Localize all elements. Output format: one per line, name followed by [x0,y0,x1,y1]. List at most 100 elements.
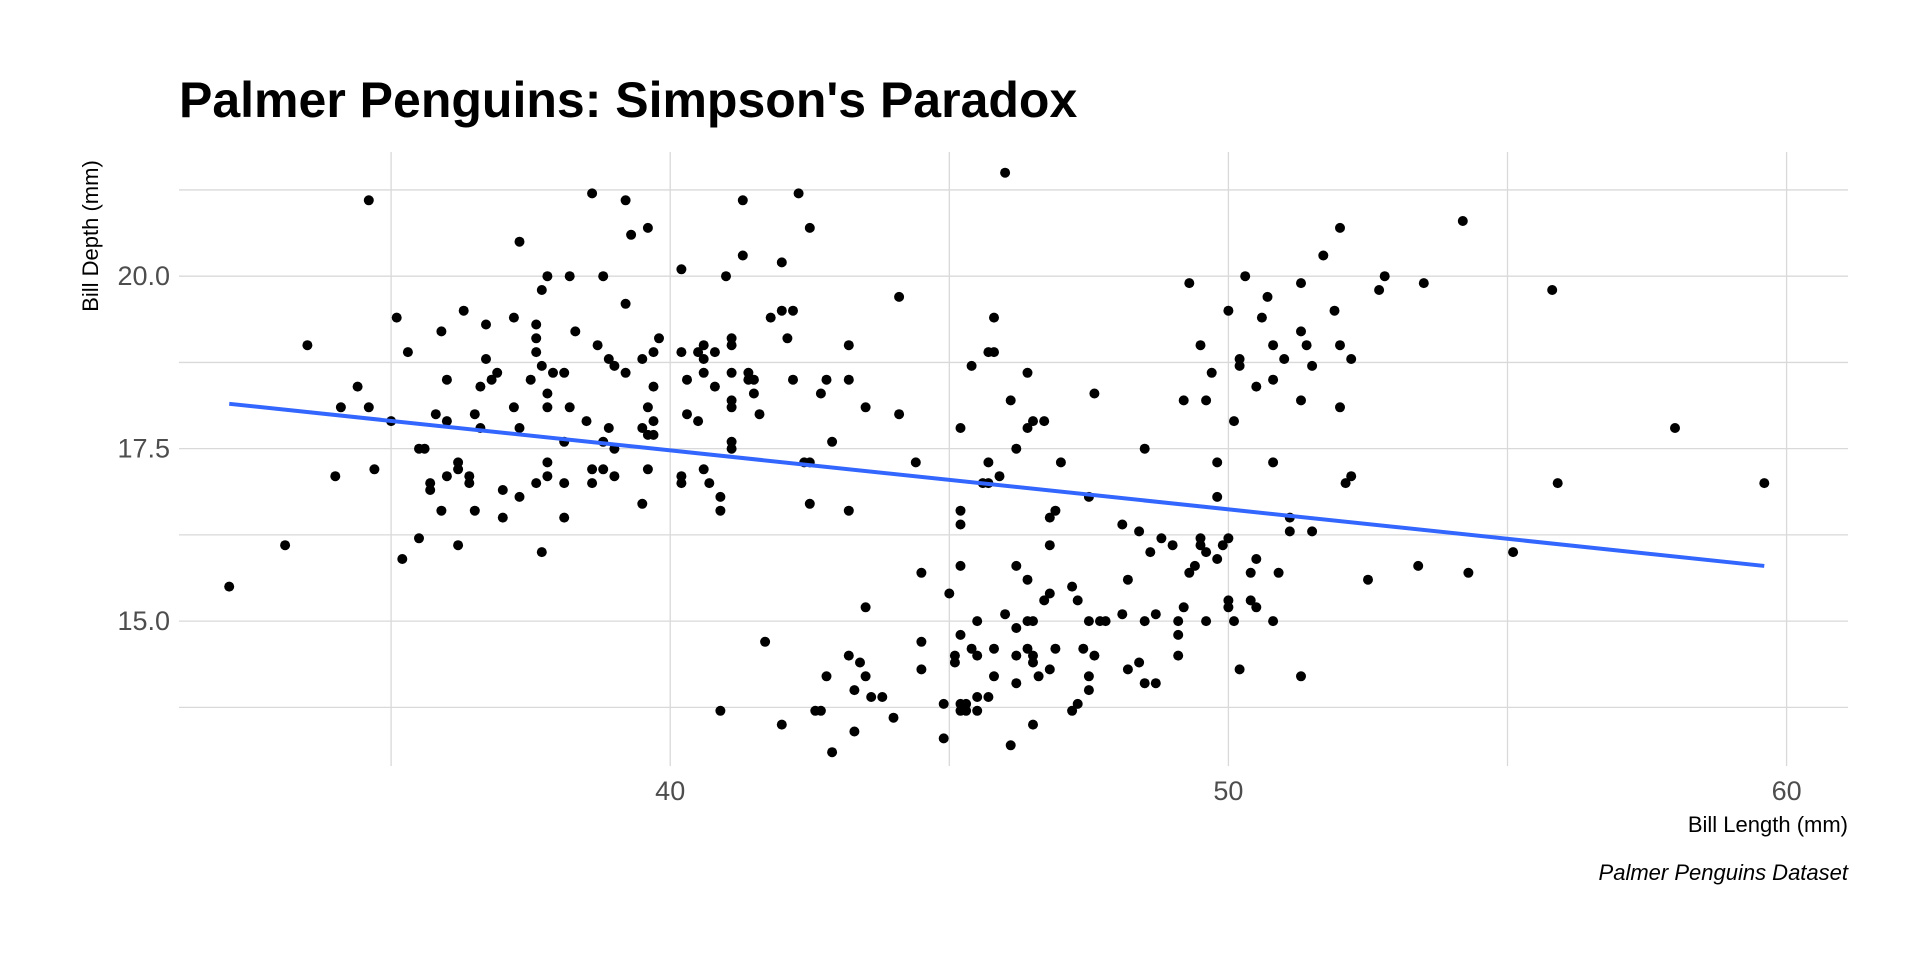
data-point [654,333,664,344]
data-point [441,471,452,482]
data-point [1150,609,1161,620]
data-point [821,374,832,385]
data-point [693,347,704,358]
data-point [525,374,536,385]
data-point [1296,326,1306,337]
y-tick-label: 17.5 [117,434,170,464]
data-point [726,367,737,378]
data-point [464,478,475,489]
data-point [620,298,631,309]
data-point [1022,574,1033,585]
data-point [564,402,575,413]
data-point [1028,719,1038,730]
data-point [849,685,860,696]
data-point [843,340,854,351]
data-point [1234,664,1245,675]
data-point [938,698,949,709]
data-point [894,409,905,420]
data-point [1223,602,1234,613]
data-point [916,664,927,675]
data-point [1256,312,1267,323]
data-point [1268,616,1279,627]
data-point [1318,250,1329,261]
data-point [1335,402,1345,413]
data-point [1117,609,1128,620]
data-point [843,374,854,385]
data-point [955,629,966,640]
data-point [587,188,598,199]
data-point [609,360,620,371]
data-point [1457,216,1468,226]
data-point [564,271,575,282]
data-point [961,698,972,709]
data-point [1139,616,1150,627]
data-point [1167,540,1178,551]
data-point [430,409,441,420]
data-point [1262,291,1273,302]
data-point [542,471,553,482]
data-point [955,519,966,530]
data-point [592,340,603,351]
data-point [709,347,720,358]
data-point [866,692,877,702]
data-point [1418,278,1429,289]
data-point [1139,678,1150,689]
data-point [1089,388,1100,399]
data-point [1039,595,1050,606]
data-point [704,478,715,489]
data-point [1223,533,1234,544]
data-point [1201,547,1212,558]
data-point [481,354,491,364]
data-point [726,443,737,454]
data-point [726,395,737,406]
data-point [1028,416,1038,427]
data-point [1134,526,1145,537]
data-point [989,643,999,654]
data-point [1067,581,1078,592]
data-point [648,429,659,440]
data-point [542,271,553,282]
data-point [441,374,452,385]
data-point [748,388,759,399]
data-point [648,381,659,392]
data-point [843,650,854,661]
data-point [1139,443,1150,454]
trend-line [229,401,1765,568]
data-point [531,319,542,330]
data-point [536,285,547,295]
data-point [330,471,341,482]
data-point [453,457,464,468]
data-point [754,409,765,420]
data-point [966,643,977,654]
data-point [441,416,452,427]
data-point [1022,423,1033,433]
data-point [955,560,966,571]
data-point [682,409,692,420]
data-point [637,354,648,364]
data-point [827,747,838,758]
data-point [1067,705,1078,716]
data-point [570,326,581,337]
x-axis-ticks: 40 50 60 [655,776,1801,806]
data-point [765,312,776,323]
data-point [425,485,436,495]
data-point [1178,395,1189,406]
data-point [793,188,804,199]
data-point [1134,657,1145,668]
data-point [1296,278,1306,289]
data-point [1307,360,1318,371]
data-point [804,222,815,233]
data-point [492,367,503,378]
x-tick-label: 60 [1772,776,1802,806]
data-point [972,705,983,716]
data-point [1044,540,1055,551]
data-point [352,381,363,392]
data-point [1011,443,1022,454]
data-point [994,471,1005,482]
data-point [1251,602,1262,613]
y-tick-label: 20.0 [117,261,170,291]
data-point [855,657,865,668]
data-point [955,423,966,433]
data-point [469,409,480,420]
data-point [860,671,871,682]
